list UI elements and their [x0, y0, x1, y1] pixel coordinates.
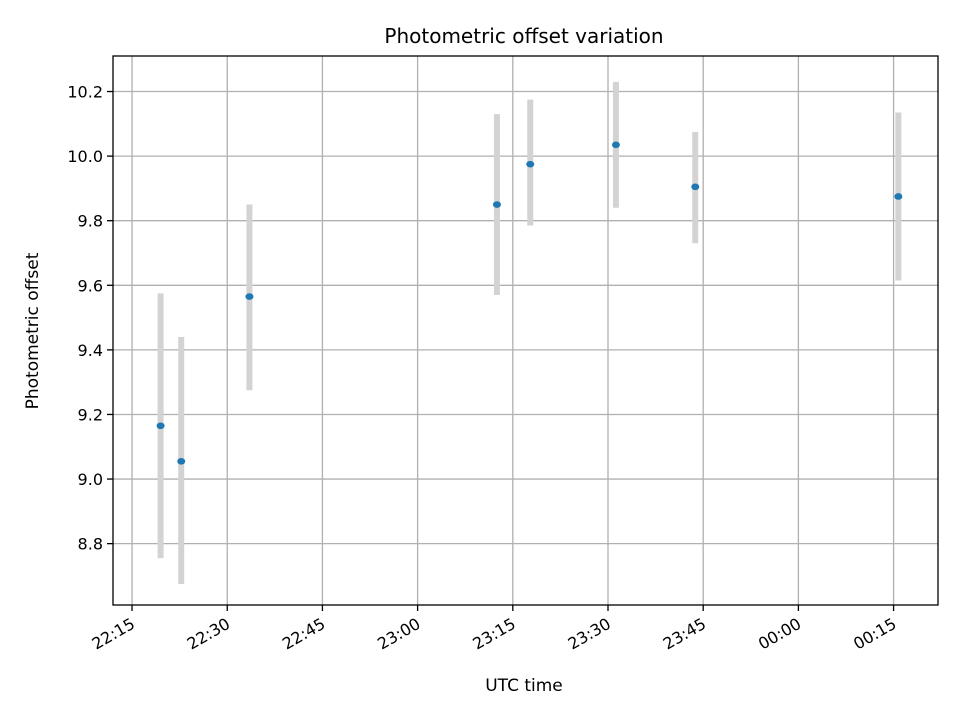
data-point [156, 422, 165, 430]
y-tick-label: 10.2 [67, 83, 103, 102]
data-points [156, 141, 903, 465]
data-point [691, 183, 700, 191]
data-point [492, 201, 501, 208]
x-tick-label: 22:15 [89, 614, 138, 654]
x-axis-label: UTC time [485, 676, 563, 696]
chart-title: Photometric offset variation [384, 24, 663, 48]
error-bars [157, 81, 902, 585]
axis-ticks: 22:15 22:30 22:45 23:00 23:15 23:30 23:45 00:00… [67, 83, 899, 654]
y-tick-label: 9.8 [78, 212, 103, 231]
y-tick-label: 10.0 [67, 147, 103, 166]
x-tick-label: 22:45 [279, 614, 328, 654]
y-tick-label: 8.8 [78, 535, 103, 554]
grid-lines [113, 56, 938, 605]
data-point [245, 293, 254, 300]
data-point [526, 160, 535, 168]
x-tick-label: 00:00 [755, 614, 804, 654]
plot-frame [112, 55, 939, 606]
y-tick-label: 9.6 [78, 276, 103, 295]
x-tick-label: 23:00 [374, 614, 423, 654]
y-axis-label: Photometric offset [23, 252, 43, 409]
x-tick-label: 23:30 [565, 614, 614, 654]
data-point [894, 193, 903, 200]
x-tick-label: 23:45 [660, 614, 709, 654]
data-point [611, 141, 620, 149]
data-point [177, 457, 186, 465]
y-tick-label: 9.4 [78, 341, 103, 360]
x-tick-label: 22:30 [184, 614, 233, 654]
x-tick-label: 00:15 [850, 614, 899, 654]
y-tick-label: 9.2 [78, 405, 103, 424]
x-tick-label: 23:15 [469, 614, 518, 654]
y-tick-label: 9.0 [78, 470, 103, 489]
